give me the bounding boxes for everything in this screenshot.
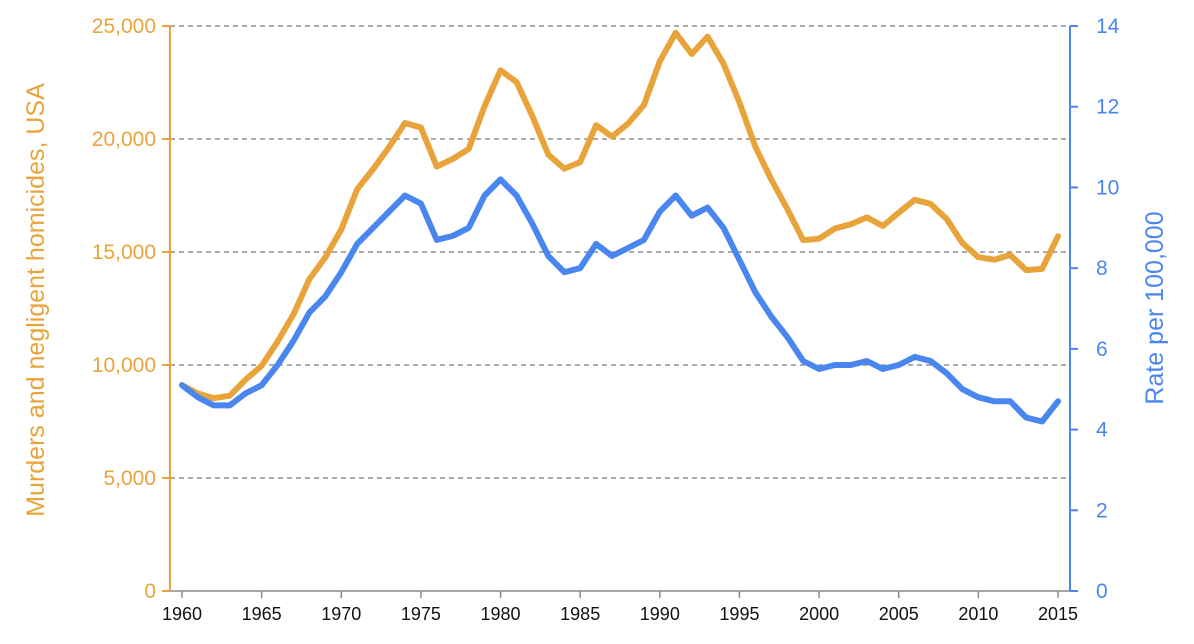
x-tick-label: 1960: [162, 604, 202, 624]
x-tick-label: 1990: [640, 604, 680, 624]
right-tick-label: 10: [1096, 176, 1119, 199]
left-axis-ticks: 0 5,000 10,000 15,000 20,000 25,000: [92, 15, 170, 603]
x-tick-label: 2000: [799, 604, 839, 624]
right-axis-title: Rate per 100,000: [1141, 211, 1169, 404]
x-tick-label: 2015: [1038, 604, 1078, 624]
right-axis-ticks: 0 2 4 6 8 10 12 14: [1070, 15, 1120, 603]
left-tick-label: 5,000: [103, 467, 156, 490]
left-tick-label: 0: [144, 580, 156, 603]
left-tick-label: 25,000: [92, 15, 156, 38]
right-tick-label: 12: [1096, 96, 1119, 119]
x-tick-label: 1965: [242, 604, 282, 624]
x-tick-label: 1970: [321, 604, 361, 624]
right-tick-label: 8: [1096, 257, 1108, 280]
homicide-count-line: [179, 29, 1061, 402]
right-tick-label: 0: [1096, 580, 1108, 603]
left-tick-label: 15,000: [92, 241, 156, 264]
x-axis-ticks: 1960 1965 1970 1975 1980 1985 1990 1995 2000 2005…: [162, 591, 1078, 624]
right-tick-label: 4: [1096, 419, 1108, 442]
x-tick-label: 1975: [401, 604, 441, 624]
right-tick-label: 14: [1096, 15, 1120, 38]
x-tick-label: 1995: [719, 604, 759, 624]
left-tick-label: 20,000: [92, 128, 156, 151]
homicide-rate-line: [179, 176, 1061, 425]
x-tick-label: 2005: [879, 604, 919, 624]
x-tick-label: 1980: [481, 604, 521, 624]
right-tick-label: 2: [1096, 499, 1108, 522]
left-tick-label: 10,000: [92, 354, 156, 377]
x-tick-label: 1985: [560, 604, 600, 624]
left-axis-title: Murders and negligent homicides, USA: [22, 83, 50, 517]
x-tick-label: 2010: [958, 604, 998, 624]
right-tick-label: 6: [1096, 338, 1108, 361]
series-lines: [179, 29, 1061, 425]
